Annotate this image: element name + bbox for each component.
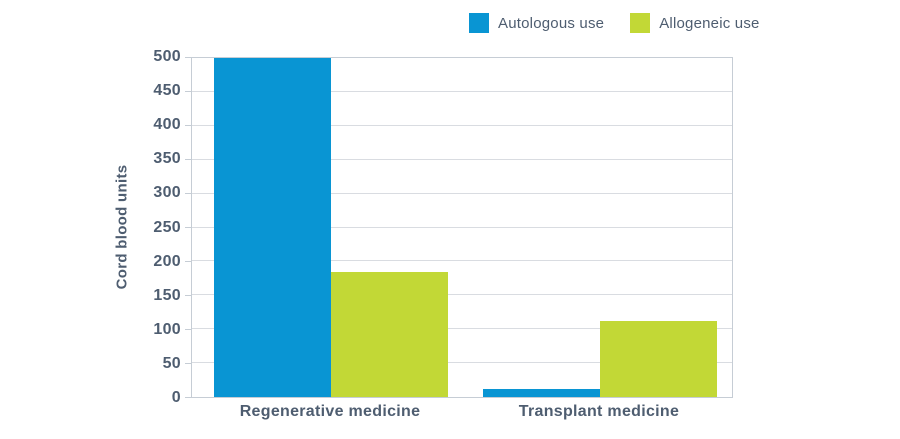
y-tickmark-150 (185, 294, 191, 296)
y-tick-label-500: 500 (153, 48, 181, 65)
y-tick-label-0: 0 (171, 389, 181, 406)
y-tick-label-100: 100 (153, 320, 181, 338)
gridline-250 (192, 226, 732, 228)
y-tickmark-200 (185, 260, 191, 262)
bar-allogeneic-use-transplant-medicine (600, 321, 717, 397)
y-tick-label-300: 300 (153, 184, 181, 202)
y-tickmark-300 (185, 193, 191, 195)
gridline-200 (192, 260, 732, 262)
legend: Autologous use Allogeneic use (469, 13, 760, 33)
bar-autologous-use-regenerative-medicine (214, 58, 331, 397)
y-tick-label-200: 200 (153, 252, 181, 270)
gridline-400 (192, 124, 732, 126)
y-tickmark-350 (185, 159, 191, 161)
bar-allogeneic-use-regenerative-medicine (331, 271, 448, 397)
gridline-100 (192, 328, 732, 330)
y-tick-label-50: 50 (162, 354, 181, 372)
legend-item-autologous: Autologous use (469, 13, 604, 33)
x-axis-category-labels: Regenerative medicine Transplant medicin… (191, 403, 733, 427)
legend-item-allogeneic: Allogeneic use (630, 13, 759, 33)
y-tickmark-250 (185, 227, 191, 228)
gridline-50 (192, 362, 732, 364)
legend-label-autologous: Autologous use (498, 14, 605, 32)
legend-swatch-allogeneic-icon (630, 13, 651, 33)
gridline-450 (192, 90, 732, 92)
y-tick-label-400: 400 (153, 116, 181, 134)
bar-autologous-use-transplant-medicine (483, 388, 600, 397)
y-tickmark-100 (185, 328, 191, 330)
y-tickmark-400 (185, 125, 191, 127)
y-tickmark-50 (185, 362, 191, 364)
y-tick-label-150: 150 (153, 286, 181, 304)
plot-area (185, 57, 733, 398)
category-label-regenerative: Regenerative medicine (239, 403, 421, 420)
y-tick-label-450: 450 (153, 82, 181, 100)
y-tick-label-250: 250 (153, 218, 181, 236)
y-axis-tick-labels: 0 50 100 150 200 250 300 350 400 450 500 (0, 48, 185, 406)
gridline-300 (192, 192, 732, 194)
gridline-350 (192, 158, 732, 160)
y-tick-label-350: 350 (153, 150, 181, 168)
y-tickmark-0 (185, 397, 191, 398)
category-label-transplant: Transplant medicine (518, 403, 680, 420)
y-tickmark-500 (185, 57, 191, 58)
legend-label-allogeneic: Allogeneic use (659, 14, 760, 32)
legend-swatch-autologous-icon (469, 13, 489, 33)
gridline-150 (192, 294, 732, 296)
y-tickmark-450 (185, 91, 191, 93)
